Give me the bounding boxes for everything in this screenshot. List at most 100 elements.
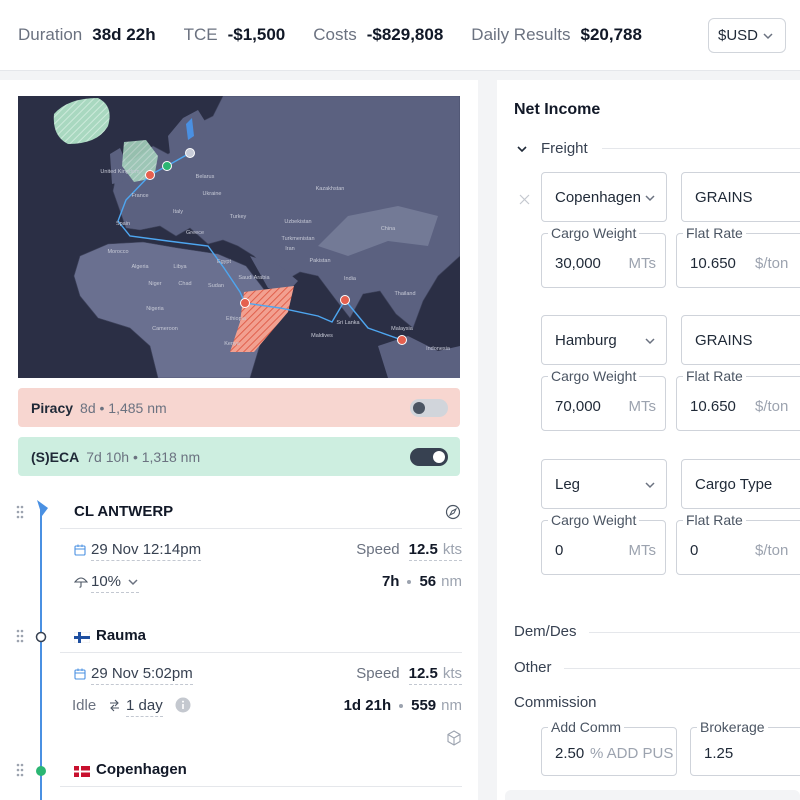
- speed-value: 12.5: [408, 665, 438, 682]
- speed-unit: kts: [442, 665, 462, 682]
- map-label: Indonesia: [426, 346, 451, 352]
- chevron-svg: [128, 578, 138, 585]
- drag-handle-svg: [16, 763, 24, 777]
- zone-bar: (S)ECA 7d 10h • 1,318 nm: [18, 437, 460, 476]
- currency-select[interactable]: $USD: [708, 18, 786, 53]
- stat-value: -$829,808: [366, 25, 444, 44]
- port-date[interactable]: 29 Nov 5:02pm: [91, 664, 193, 685]
- separator-dot: [407, 579, 412, 584]
- port-select-value: Leg: [555, 476, 581, 493]
- drag-handle[interactable]: [16, 629, 24, 648]
- remove-icon[interactable]: [519, 192, 530, 210]
- compass-icon[interactable]: [445, 504, 461, 525]
- add-comm-field[interactable]: Add Comm 2.50 % ADD PUS: [541, 718, 677, 776]
- port-select[interactable]: Hamburg: [541, 315, 667, 365]
- brokerage-field[interactable]: Brokerage 1.25: [690, 718, 800, 776]
- add-comm-unit: % ADD PUS: [590, 745, 674, 762]
- idle-label: Idle: [72, 697, 97, 714]
- weight-unit: MTs: [628, 398, 657, 415]
- idle-value[interactable]: 1 day: [126, 696, 163, 717]
- stat-value: $20,788: [580, 25, 642, 44]
- rate-unit: $/ton: [755, 542, 789, 559]
- map-label: China: [381, 226, 396, 232]
- zone-detail: 7d 10h • 1,318 nm: [86, 448, 201, 465]
- chevron-svg: [645, 195, 655, 202]
- port-divider: [60, 652, 462, 653]
- port-marker: [340, 295, 350, 305]
- stat-label: Duration: [18, 25, 83, 44]
- cargo-input[interactable]: GRAINS: [681, 315, 800, 365]
- umbrella-icon: [73, 575, 89, 593]
- port-select-value: Hamburg: [555, 332, 617, 349]
- toggle[interactable]: [410, 448, 448, 466]
- rate-field[interactable]: Flat Rate 0 $/ton: [676, 511, 800, 575]
- map-label: India: [344, 276, 357, 282]
- remove-icon-svg: [519, 194, 530, 205]
- drag-handle[interactable]: [16, 763, 24, 782]
- leg-distance: 56: [419, 573, 437, 590]
- drag-handle[interactable]: [16, 505, 24, 524]
- umbrella-icon-svg: [73, 577, 89, 588]
- weight-field[interactable]: Cargo Weight 70,000 MTs: [541, 367, 666, 431]
- chevron[interactable]: [516, 142, 528, 160]
- zone-bar: Piracy 8d • 1,485 nm: [18, 388, 460, 427]
- leg-distance-unit: nm: [441, 697, 462, 714]
- port-marker: [397, 335, 407, 345]
- rate-field[interactable]: Flat Rate 10.650 $/ton: [676, 367, 800, 431]
- add-comm-label: Add Comm: [548, 718, 625, 736]
- cargo-input[interactable]: GRAINS: [681, 172, 800, 222]
- panel-title: Net Income: [514, 101, 601, 118]
- map-label: Maldives: [311, 333, 333, 339]
- map-label: Libya: [173, 264, 187, 270]
- weight-value: 30,000: [555, 255, 601, 272]
- eca-zone: [53, 98, 110, 144]
- flag: [74, 764, 90, 782]
- map-label: Algeria: [131, 264, 149, 270]
- rate-unit: $/ton: [755, 398, 789, 415]
- rate-field[interactable]: Flat Rate 10.650 $/ton: [676, 224, 800, 288]
- port-select[interactable]: Copenhagen: [541, 172, 667, 222]
- weight-label: Cargo Weight: [548, 224, 640, 242]
- cargo-icon[interactable]: [446, 730, 462, 751]
- chevron-svg: [517, 146, 527, 153]
- map-label: Nigeria: [146, 306, 164, 312]
- toggle[interactable]: [410, 399, 448, 417]
- rate-value: 10.650: [690, 255, 736, 272]
- leg-summary: 7h 56 nm: [382, 572, 462, 591]
- port-date[interactable]: 29 Nov 12:14pm: [91, 540, 202, 561]
- leg-distance-unit: nm: [441, 573, 462, 590]
- weather-margin[interactable]: 10%: [91, 572, 140, 593]
- map-label: Malaysia: [391, 326, 414, 332]
- map-label: Niger: [148, 281, 161, 287]
- speed-field[interactable]: 12.5 kts: [408, 664, 462, 685]
- chevron: [127, 576, 139, 588]
- port-divider: [60, 528, 462, 529]
- port-marker: [145, 170, 155, 180]
- land: [110, 148, 126, 184]
- map-label: Ethiopia: [226, 316, 247, 322]
- cargo-input[interactable]: Cargo Type: [681, 459, 800, 509]
- weight-label: Cargo Weight: [548, 367, 640, 385]
- stat-label: TCE: [183, 25, 218, 44]
- info-icon[interactable]: [175, 697, 191, 718]
- weight-unit: MTs: [628, 255, 657, 272]
- weight-field[interactable]: Cargo Weight 0 MTs: [541, 511, 666, 575]
- speed-value: 12.5: [408, 541, 438, 558]
- brokerage-value: 1.25: [704, 745, 734, 762]
- port-marker: [162, 161, 172, 171]
- drag-handle-svg: [16, 505, 24, 519]
- add-comm-value: 2.50: [555, 745, 585, 762]
- timeline-node-svg: [36, 766, 46, 776]
- chevron: [644, 334, 656, 352]
- rate-value: 0: [690, 542, 699, 559]
- port-select[interactable]: Leg: [541, 459, 667, 509]
- weight-field[interactable]: Cargo Weight 30,000 MTs: [541, 224, 666, 288]
- land: [378, 336, 460, 378]
- cargo-value: GRAINS: [695, 189, 753, 206]
- map-label: Uzbekistan: [284, 219, 311, 225]
- highlands: [318, 206, 438, 256]
- section-title: Commission: [514, 694, 597, 711]
- map-label: Spain: [116, 221, 130, 227]
- speed-field[interactable]: 12.5 kts: [408, 540, 462, 561]
- map-label: Ukraine: [203, 191, 222, 197]
